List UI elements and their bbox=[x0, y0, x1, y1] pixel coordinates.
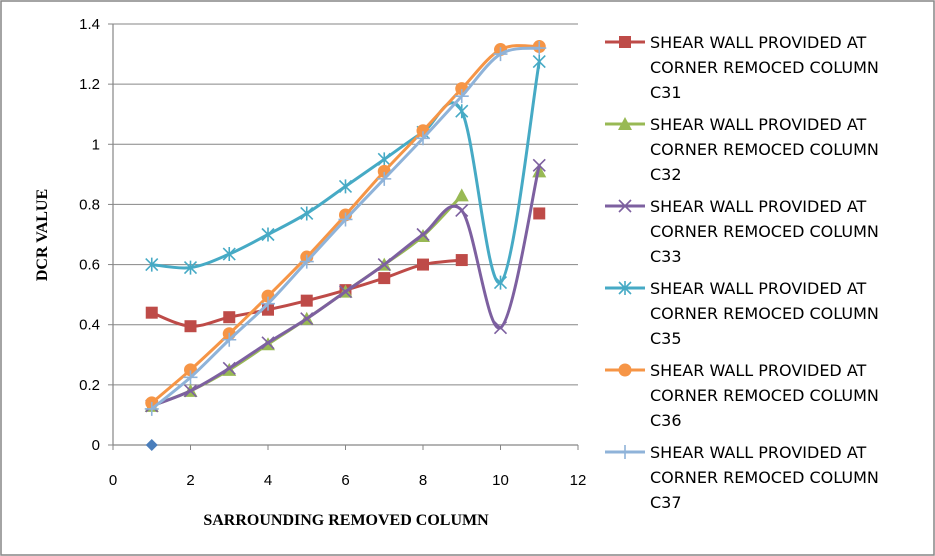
legend-label: CORNER REMOCED COLUMN bbox=[650, 140, 879, 159]
legend-label: SHEAR WALL PROVIDED AT bbox=[650, 33, 867, 52]
data-point bbox=[377, 258, 391, 272]
data-point bbox=[222, 332, 237, 347]
legend-entry: SHEAR WALL PROVIDED AT CORNER REMOCED COL… bbox=[605, 33, 879, 102]
data-point bbox=[416, 131, 430, 146]
data-point bbox=[222, 247, 236, 262]
legend-label: CORNER REMOCED COLUMN bbox=[650, 304, 879, 323]
legend-entry: SHEAR WALL PROVIDED AT CORNER REMOCED COL… bbox=[605, 361, 879, 430]
legend-label: C31 bbox=[650, 83, 682, 102]
legend-label: C35 bbox=[650, 329, 682, 348]
legend-label: C33 bbox=[650, 247, 682, 266]
legend-marker bbox=[618, 117, 632, 130]
data-point bbox=[493, 321, 508, 335]
data-point bbox=[532, 158, 546, 172]
data-point bbox=[493, 47, 508, 62]
data-point bbox=[377, 152, 391, 167]
legend-marker bbox=[619, 36, 631, 48]
data-point bbox=[455, 203, 469, 218]
series-layer bbox=[144, 40, 547, 451]
x-tick-label: 0 bbox=[109, 472, 117, 489]
data-point bbox=[338, 285, 353, 299]
x-tick-label: 10 bbox=[492, 472, 509, 489]
data-point bbox=[184, 320, 197, 333]
legend-marker bbox=[618, 363, 632, 377]
y-tick-label: 0.2 bbox=[79, 377, 100, 394]
data-point bbox=[533, 207, 546, 220]
data-point bbox=[183, 260, 198, 275]
data-point bbox=[455, 104, 469, 119]
data-point bbox=[416, 227, 430, 242]
data-point bbox=[338, 212, 353, 227]
legend-label: CORNER REMOCED COLUMN bbox=[650, 386, 879, 405]
data-point bbox=[299, 254, 314, 269]
data-point bbox=[454, 188, 469, 202]
legend-label: CORNER REMOCED COLUMN bbox=[650, 58, 879, 77]
y-tick-label: 0.8 bbox=[79, 196, 100, 213]
data-point bbox=[223, 311, 236, 324]
data-point-extra bbox=[145, 439, 158, 451]
series-c37 bbox=[144, 41, 547, 416]
data-point bbox=[300, 294, 313, 307]
axes bbox=[108, 23, 579, 450]
x-tick-label: 8 bbox=[419, 472, 427, 489]
legend-label: SHEAR WALL PROVIDED AT bbox=[650, 197, 867, 216]
data-point bbox=[300, 312, 314, 326]
legend-label: SHEAR WALL PROVIDED AT bbox=[650, 115, 867, 134]
legend-label: CORNER REMOCED COLUMN bbox=[650, 468, 879, 487]
legend-label: SHEAR WALL PROVIDED AT bbox=[650, 443, 867, 462]
legend-entry: SHEAR WALL PROVIDED AT CORNER REMOCED COL… bbox=[605, 443, 879, 512]
legend-entry: SHEAR WALL PROVIDED AT CORNER REMOCED COL… bbox=[605, 115, 879, 184]
legend-label: C37 bbox=[650, 493, 682, 512]
data-point bbox=[454, 89, 469, 104]
y-tick-label: 1 bbox=[92, 136, 100, 153]
series-c33 bbox=[145, 158, 546, 413]
data-point bbox=[222, 361, 236, 375]
legend-entry: SHEAR WALL PROVIDED AT CORNER REMOCED COL… bbox=[605, 279, 879, 348]
data-point bbox=[144, 401, 159, 416]
legend-label: C36 bbox=[650, 411, 682, 430]
x-tick-label: 12 bbox=[570, 472, 587, 489]
data-point bbox=[417, 258, 429, 271]
legend-label: CORNER REMOCED COLUMN bbox=[650, 222, 879, 241]
legend-label: SHEAR WALL PROVIDED AT bbox=[650, 361, 867, 380]
y-tick-label: 0.4 bbox=[79, 317, 100, 334]
y-tick-label: 0.6 bbox=[79, 257, 100, 274]
x-axis-title: SARROUNDING REMOVED COLUMN bbox=[203, 512, 489, 529]
data-point bbox=[377, 171, 392, 186]
x-tick-label: 2 bbox=[186, 472, 194, 489]
data-point bbox=[493, 275, 508, 290]
data-point bbox=[455, 254, 468, 267]
data-point bbox=[338, 179, 353, 194]
data-point bbox=[183, 384, 198, 398]
legend: SHEAR WALL PROVIDED AT CORNER REMOCED COL… bbox=[605, 33, 879, 512]
y-axis-title: DCR VALUE bbox=[34, 189, 51, 281]
x-tick-label: 6 bbox=[341, 472, 349, 489]
data-point bbox=[183, 370, 198, 385]
data-point bbox=[261, 296, 275, 311]
data-point bbox=[261, 336, 275, 350]
data-point bbox=[145, 306, 158, 319]
y-tick-label: 1.2 bbox=[79, 76, 100, 93]
legend-label: SHEAR WALL PROVIDED AT bbox=[650, 279, 867, 298]
data-point bbox=[378, 272, 391, 285]
data-point bbox=[532, 54, 546, 69]
data-point bbox=[532, 41, 547, 56]
legend-marker bbox=[618, 281, 632, 295]
y-tick-label: 0 bbox=[92, 437, 100, 454]
legend-entry: SHEAR WALL PROVIDED AT CORNER REMOCED COL… bbox=[605, 197, 879, 266]
data-point bbox=[145, 257, 159, 272]
x-tick-label: 4 bbox=[264, 472, 272, 489]
data-point bbox=[300, 206, 314, 221]
tick-labels: 0 0.2 0.4 0.6 0.8 1 1.2 1.4 0 2 4 6 8 10 12 bbox=[79, 16, 586, 489]
legend-marker bbox=[618, 445, 632, 459]
legend-label: C32 bbox=[650, 165, 682, 184]
data-point bbox=[261, 227, 275, 242]
legend-marker bbox=[618, 199, 632, 213]
y-tick-label: 1.4 bbox=[79, 16, 100, 33]
